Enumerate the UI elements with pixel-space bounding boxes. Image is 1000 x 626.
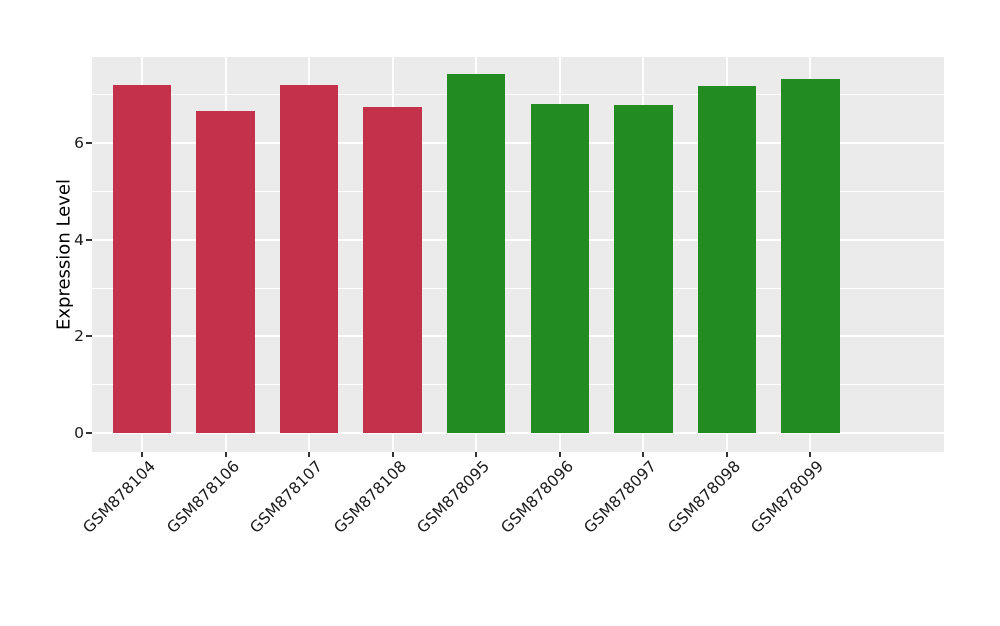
x-tick-label: GSM878104 bbox=[79, 457, 160, 537]
x-tick-mark bbox=[725, 452, 728, 457]
y-tick-label: 2 bbox=[74, 327, 84, 346]
x-tick-label: GSM878096 bbox=[497, 457, 577, 537]
x-tick-mark bbox=[558, 452, 561, 457]
y-tick-mark bbox=[86, 142, 92, 145]
gridline-minor bbox=[92, 287, 944, 289]
x-tick-label: GSM878107 bbox=[246, 457, 327, 537]
x-tick-mark bbox=[141, 452, 144, 457]
bar bbox=[447, 74, 506, 434]
x-tick-label: GSM878098 bbox=[664, 457, 744, 537]
x-tick-mark bbox=[642, 452, 645, 457]
y-tick-mark bbox=[86, 238, 92, 241]
gridline-major bbox=[92, 335, 944, 338]
x-tick-mark bbox=[224, 452, 227, 457]
gridline-major bbox=[92, 238, 944, 241]
gridline-major bbox=[92, 432, 944, 435]
y-tick-mark bbox=[86, 432, 92, 435]
bar bbox=[697, 85, 757, 434]
bar bbox=[196, 111, 255, 434]
y-tick-label: 0 bbox=[74, 424, 84, 443]
x-tick-label: GSM878097 bbox=[580, 457, 661, 537]
x-tick-label: GSM878099 bbox=[747, 457, 828, 537]
y-tick-label: 6 bbox=[74, 134, 84, 153]
bar bbox=[530, 103, 589, 434]
x-tick-label: GSM878106 bbox=[163, 457, 243, 537]
y-tick-mark bbox=[86, 335, 92, 338]
x-tick-label: GSM878095 bbox=[413, 457, 494, 537]
gridline-minor bbox=[92, 190, 944, 192]
plot-panel bbox=[92, 57, 944, 452]
gridline-minor bbox=[92, 94, 944, 96]
x-tick-mark bbox=[809, 452, 812, 457]
bar bbox=[614, 104, 673, 434]
x-tick-mark bbox=[475, 452, 478, 457]
x-tick-mark bbox=[391, 452, 394, 457]
y-tick-label: 4 bbox=[74, 230, 84, 249]
bar bbox=[279, 85, 339, 434]
bar bbox=[363, 107, 422, 434]
bar bbox=[781, 79, 840, 434]
gridline-major bbox=[92, 142, 944, 145]
gridline-minor bbox=[92, 384, 944, 386]
bar-chart-figure: Expression Level 0 2 4 6 GSM878104 GSM878106 G… bbox=[53, 57, 944, 537]
bar bbox=[112, 84, 172, 434]
x-tick-label: GSM878108 bbox=[330, 457, 410, 537]
x-tick-mark bbox=[308, 452, 311, 457]
